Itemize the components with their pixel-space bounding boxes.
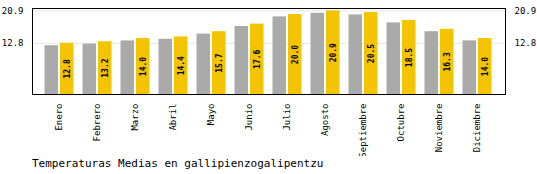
html-text:Temperaturas Medias en gallipi: Temperaturas Medias en gallipienzogalipe… (32, 157, 324, 170)
svg-text:12.8: 12.8 (2, 38, 24, 48)
svg-text:Mayo: Mayo (206, 104, 216, 126)
svg-text:20.0: 20.0 (291, 45, 300, 64)
svg-text:20.5: 20.5 (367, 44, 376, 63)
svg-text:17.6: 17.6 (253, 49, 262, 68)
svg-text:Noviembre: Noviembre (434, 104, 444, 153)
svg-text:16.3: 16.3 (443, 52, 452, 71)
svg-text:14.0: 14.0 (481, 57, 490, 76)
svg-text:Diciembre: Diciembre (472, 104, 482, 153)
svg-text:14.0: 14.0 (139, 57, 148, 76)
svg-text:20.9: 20.9 (2, 6, 24, 16)
svg-text:12.8: 12.8 (515, 38, 537, 48)
svg-text:Octubre: Octubre (396, 104, 406, 142)
svg-text:13.2: 13.2 (101, 58, 110, 77)
svg-text:Febrero: Febrero (92, 104, 102, 142)
svg-text:12.8: 12.8 (63, 59, 72, 78)
svg-text:Septiembre: Septiembre (358, 104, 368, 157)
svg-text:Abril: Abril (168, 104, 178, 131)
svg-text:Junio: Junio (244, 104, 254, 131)
svg-text:14.4: 14.4 (177, 56, 186, 75)
svg-text:20.9: 20.9 (329, 43, 338, 62)
svg-text:Enero: Enero (54, 104, 64, 131)
svg-text:Marzo: Marzo (130, 104, 140, 131)
svg-text:20.9: 20.9 (515, 6, 537, 16)
svg-text:18.5: 18.5 (405, 48, 414, 67)
svg-text:15.7: 15.7 (215, 53, 224, 72)
svg-text:Julio: Julio (282, 104, 292, 131)
svg-text:Agosto: Agosto (320, 104, 330, 137)
